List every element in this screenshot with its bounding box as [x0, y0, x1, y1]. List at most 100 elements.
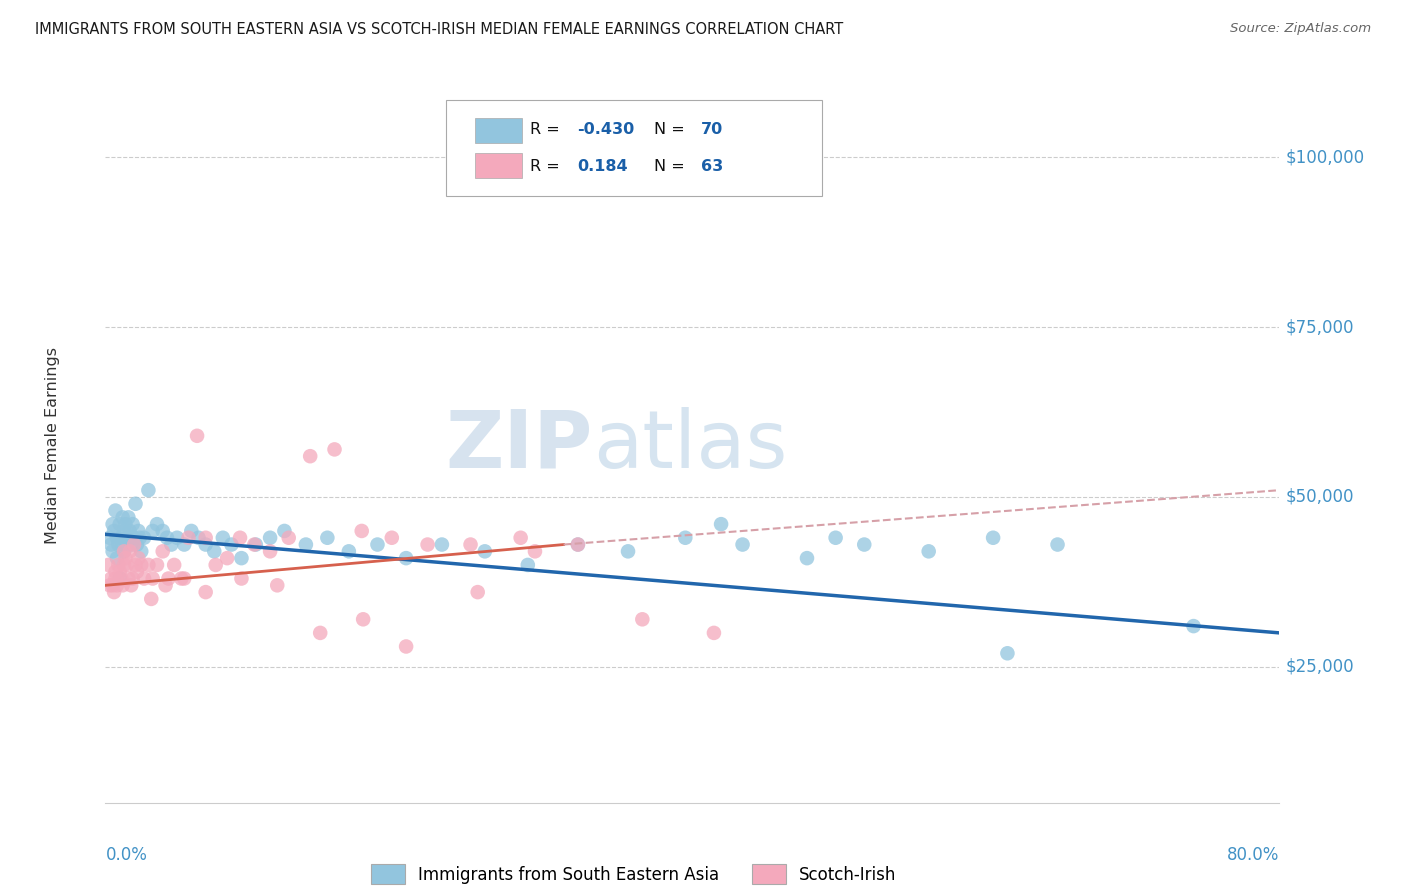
Point [122, 531, 145, 545]
Point [229, 531, 252, 545]
Point [112, 544, 135, 558]
Text: N =: N = [654, 159, 689, 174]
Point [460, 537, 482, 551]
Point [118, 524, 141, 538]
Point [98, 578, 121, 592]
Point [120, 531, 142, 545]
Point [474, 544, 496, 558]
Point [157, 572, 180, 586]
Point [118, 544, 141, 558]
Point [673, 531, 696, 545]
Point [997, 646, 1019, 660]
Point [1046, 537, 1069, 551]
Point [138, 558, 160, 572]
Point [567, 537, 589, 551]
Point [107, 537, 129, 551]
Point [731, 537, 754, 551]
Point [101, 578, 124, 592]
FancyBboxPatch shape [475, 118, 522, 143]
Point [204, 558, 226, 572]
Point [104, 565, 127, 579]
Point [523, 544, 546, 558]
Point [110, 572, 132, 586]
FancyBboxPatch shape [475, 153, 522, 178]
Point [105, 531, 128, 545]
Point [231, 551, 253, 566]
Point [194, 531, 217, 545]
Text: 0.184: 0.184 [578, 159, 628, 174]
Point [710, 517, 733, 532]
Point [245, 537, 267, 551]
Point [173, 572, 195, 586]
Point [163, 558, 186, 572]
Point [142, 572, 165, 586]
Point [173, 537, 195, 551]
Text: -0.430: -0.430 [578, 122, 634, 137]
Point [120, 578, 142, 592]
Point [121, 572, 143, 586]
Text: $75,000: $75,000 [1285, 318, 1354, 336]
Text: 0.0%: 0.0% [105, 846, 148, 863]
Text: R =: R = [530, 159, 571, 174]
Point [177, 531, 200, 545]
Point [124, 497, 146, 511]
Text: 80.0%: 80.0% [1227, 846, 1279, 863]
Point [104, 503, 127, 517]
Point [104, 572, 127, 586]
Text: $50,000: $50,000 [1285, 488, 1354, 506]
Point [796, 551, 818, 566]
Point [141, 591, 163, 606]
Point [124, 558, 146, 572]
Point [202, 544, 225, 558]
Point [111, 510, 134, 524]
Point [112, 524, 135, 538]
Point [703, 626, 725, 640]
Point [395, 640, 418, 654]
Point [211, 531, 233, 545]
Point [295, 537, 318, 551]
Legend: Immigrants from South Eastern Asia, Scotch-Irish: Immigrants from South Eastern Asia, Scot… [371, 864, 897, 884]
Point [127, 524, 149, 538]
Point [100, 537, 122, 551]
Point [112, 544, 135, 558]
Point [110, 531, 132, 545]
Point [111, 537, 134, 551]
Point [337, 544, 360, 558]
Point [115, 531, 138, 545]
Point [194, 537, 217, 551]
Point [108, 517, 131, 532]
Point [152, 524, 174, 538]
Point [567, 537, 589, 551]
Point [266, 578, 288, 592]
Point [350, 524, 373, 538]
Point [111, 578, 134, 592]
Point [108, 565, 131, 579]
Point [1182, 619, 1205, 633]
Point [103, 585, 125, 599]
Point [112, 558, 135, 572]
Text: R =: R = [530, 122, 565, 137]
Text: IMMIGRANTS FROM SOUTH EASTERN ASIA VS SCOTCH-IRISH MEDIAN FEMALE EARNINGS CORREL: IMMIGRANTS FROM SOUTH EASTERN ASIA VS SC… [35, 22, 844, 37]
Point [115, 558, 138, 572]
Point [243, 537, 266, 551]
Text: N =: N = [654, 122, 689, 137]
Text: 70: 70 [700, 122, 723, 137]
Point [416, 537, 439, 551]
Point [221, 537, 243, 551]
Point [122, 537, 145, 551]
Point [117, 572, 139, 586]
Text: Median Female Earnings: Median Female Earnings [45, 348, 60, 544]
Point [381, 531, 404, 545]
Point [259, 531, 281, 545]
Point [316, 531, 339, 545]
Point [170, 572, 193, 586]
Point [160, 537, 183, 551]
Point [129, 558, 152, 572]
Point [155, 578, 177, 592]
Point [114, 517, 136, 532]
Text: $25,000: $25,000 [1285, 658, 1354, 676]
Point [277, 531, 299, 545]
Point [97, 558, 120, 572]
Point [121, 517, 143, 532]
Point [323, 442, 346, 457]
